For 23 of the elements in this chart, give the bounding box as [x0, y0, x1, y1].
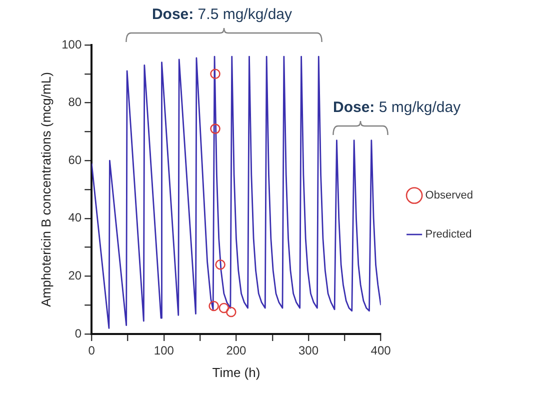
- annotation: Dose: 5 mg/kg/day: [333, 99, 461, 116]
- point: [210, 124, 220, 134]
- y-tick-label: 40: [68, 210, 82, 225]
- x-axis-title: Time (h): [212, 364, 260, 380]
- y-tick-label: 100: [62, 37, 82, 52]
- x-tick-label: 400: [370, 344, 392, 358]
- x-tick-label: 300: [298, 344, 319, 358]
- y-axis-title: Amphotericin B concentrations (mcg/mL): [38, 72, 54, 307]
- y-tick-label: 0: [74, 326, 82, 340]
- y-tick-label: 80: [68, 95, 82, 110]
- point: [208, 300, 219, 312]
- x-tick-label: 0: [88, 344, 96, 358]
- x-tick-label: 200: [226, 344, 247, 358]
- point: [210, 68, 220, 80]
- text: Dose: 7.5 mg/kg/day: [152, 6, 292, 23]
- y-tick-label: 60: [68, 152, 82, 167]
- legend-label: Predicted: [425, 228, 472, 241]
- x-tick-label: 100: [154, 344, 174, 358]
- legend-label: Observed: [425, 190, 474, 202]
- y-tick-label: 20: [68, 268, 82, 283]
- point: [215, 259, 226, 270]
- point: [218, 302, 230, 314]
- point: [226, 306, 236, 318]
